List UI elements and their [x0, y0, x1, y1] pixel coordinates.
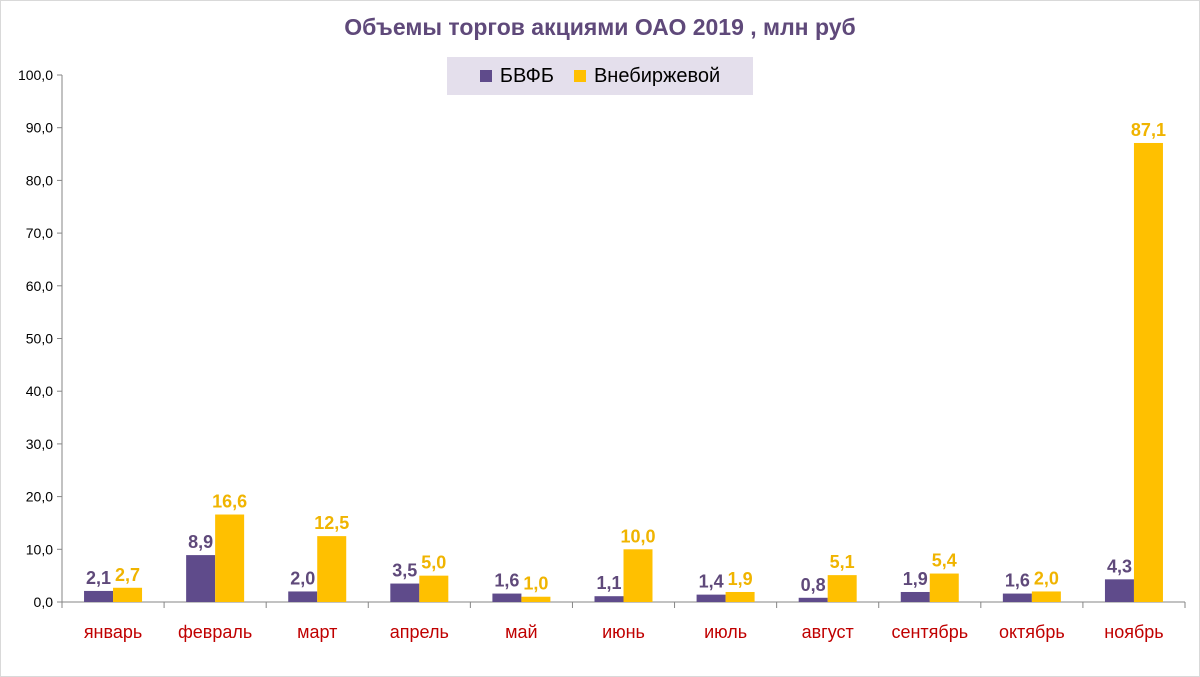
data-label-bvfb-6: 1,4 [699, 572, 724, 592]
bar-bvfb-4 [492, 593, 522, 602]
x-category-label: март [297, 622, 337, 642]
bar-otc-3 [419, 575, 449, 602]
data-label-otc-4: 1,0 [523, 574, 548, 594]
x-category-label: ноябрь [1104, 622, 1163, 642]
data-label-bvfb-8: 1,9 [903, 569, 928, 589]
data-label-bvfb-2: 2,0 [290, 568, 315, 588]
data-label-bvfb-5: 1,1 [596, 573, 621, 593]
bar-bvfb-10 [1104, 579, 1134, 602]
legend-swatch-series-1 [479, 70, 492, 82]
bar-otc-8 [929, 573, 959, 602]
legend-item-series-2: Внебиржевой [573, 64, 721, 88]
data-label-bvfb-0: 2,1 [86, 568, 111, 588]
bar-otc-5 [623, 549, 653, 602]
bar-otc-10 [1133, 142, 1163, 602]
data-label-bvfb-1: 8,9 [188, 532, 213, 552]
data-label-otc-8: 5,4 [932, 551, 957, 571]
bar-bvfb-9 [1002, 593, 1032, 602]
bar-otc-9 [1031, 591, 1061, 602]
data-label-otc-10: 87,1 [1131, 120, 1166, 140]
y-tick-label: 90,0 [26, 120, 53, 136]
y-tick-label: 60,0 [26, 278, 53, 294]
data-label-otc-6: 1,9 [728, 569, 753, 589]
x-category-label: август [802, 622, 854, 642]
y-tick-label: 30,0 [26, 436, 53, 452]
bar-otc-6 [725, 591, 755, 602]
data-label-otc-1: 16,6 [212, 492, 247, 512]
bar-bvfb-7 [798, 597, 828, 602]
y-tick-label: 80,0 [26, 172, 53, 188]
x-category-label: январь [84, 622, 142, 642]
bar-bvfb-6 [696, 594, 726, 602]
data-label-otc-5: 10,0 [620, 526, 655, 546]
legend-label-series-2: Внебиржевой [593, 64, 721, 87]
data-label-otc-0: 2,7 [115, 565, 140, 585]
bar-otc-4 [521, 596, 551, 602]
chart-title: Объемы торгов акциями ОАО 2019 , млн руб [344, 14, 856, 40]
data-label-bvfb-7: 0,8 [801, 575, 826, 595]
y-tick-label: 20,0 [26, 489, 53, 505]
x-category-label: июль [704, 622, 747, 642]
x-category-label: февраль [178, 622, 252, 642]
y-tick-label: 10,0 [26, 541, 53, 557]
bar-otc-1 [215, 514, 245, 602]
data-label-bvfb-4: 1,6 [494, 571, 519, 591]
bar-otc-2 [317, 536, 347, 602]
bar-bvfb-5 [594, 596, 624, 602]
y-tick-label: 0,0 [34, 594, 54, 610]
x-category-label: июнь [602, 622, 645, 642]
y-tick-label: 50,0 [26, 331, 53, 347]
x-category-label: октябрь [999, 622, 1065, 642]
x-category-label: май [505, 622, 537, 642]
data-label-bvfb-3: 3,5 [392, 561, 417, 581]
bar-bvfb-8 [900, 591, 930, 602]
data-label-otc-2: 12,5 [314, 513, 349, 533]
legend-item-series-1: БВФБ [479, 64, 554, 88]
legend-swatch-series-2 [573, 70, 586, 82]
bar-bvfb-2 [288, 591, 318, 602]
x-category-label: сентябрь [891, 622, 968, 642]
data-label-otc-7: 5,1 [830, 552, 855, 572]
y-tick-label: 70,0 [26, 225, 53, 241]
data-label-bvfb-9: 1,6 [1005, 571, 1030, 591]
bar-otc-7 [827, 575, 857, 602]
bar-bvfb-1 [186, 555, 216, 602]
chart-legend: БВФБ Внебиржевой [447, 57, 753, 95]
bar-bvfb-3 [390, 583, 420, 602]
legend-label-series-1: БВФБ [499, 64, 554, 87]
y-tick-label: 40,0 [26, 383, 53, 399]
bar-otc-0 [113, 587, 143, 602]
data-label-bvfb-10: 4,3 [1107, 556, 1132, 576]
data-label-otc-3: 5,0 [421, 553, 446, 573]
y-tick-label: 100,0 [18, 67, 53, 83]
x-category-label: апрель [390, 622, 449, 642]
bar-bvfb-0 [84, 590, 114, 602]
data-label-otc-9: 2,0 [1034, 568, 1059, 588]
